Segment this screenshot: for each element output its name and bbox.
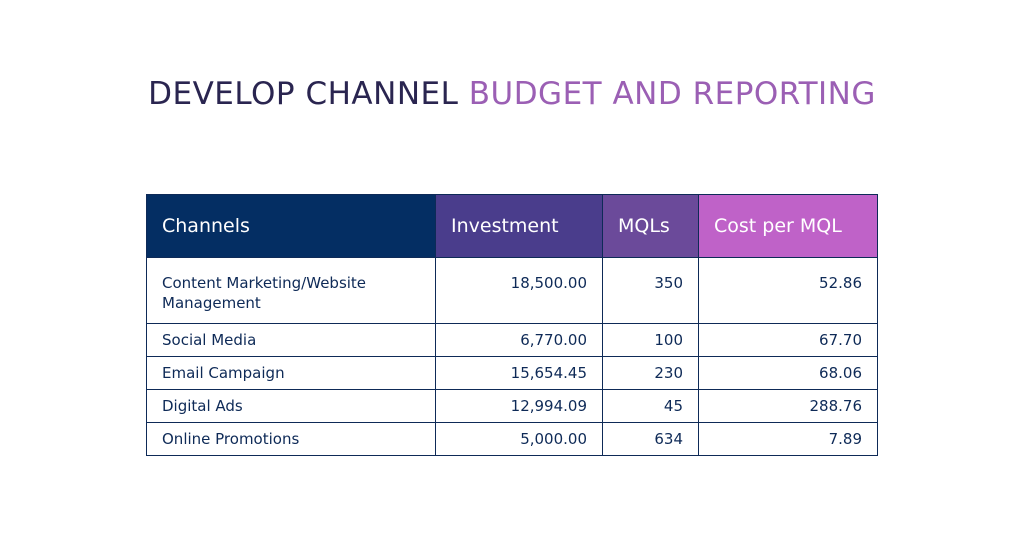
cell-channel: Content Marketing/Website Management xyxy=(146,257,436,324)
column-header-cost-per-mql: Cost per MQL xyxy=(698,194,878,258)
cell-channel: Online Promotions xyxy=(146,422,436,456)
cell-channel: Email Campaign xyxy=(146,356,436,390)
cell-channel: Digital Ads xyxy=(146,389,436,423)
cell-cost-per-mql: 52.86 xyxy=(698,257,878,324)
cell-cost-per-mql: 67.70 xyxy=(698,323,878,357)
cell-mqls: 100 xyxy=(602,323,699,357)
cell-investment: 15,654.45 xyxy=(435,356,603,390)
table-row: Digital Ads 12,994.09 45 288.76 xyxy=(146,389,878,423)
cell-mqls: 634 xyxy=(602,422,699,456)
page-title-part-1: DEVELOP CHANNEL xyxy=(148,76,469,112)
cell-cost-per-mql: 288.76 xyxy=(698,389,878,423)
cell-channel: Social Media xyxy=(146,323,436,357)
channel-budget-table: Channels Investment MQLs Cost per MQL Co… xyxy=(146,194,878,456)
table-row: Email Campaign 15,654.45 230 68.06 xyxy=(146,356,878,390)
page-title: DEVELOP CHANNEL BUDGET AND REPORTING xyxy=(0,76,1024,112)
table-row: Content Marketing/Website Management 18,… xyxy=(146,257,878,324)
cell-investment: 5,000.00 xyxy=(435,422,603,456)
column-header-channels: Channels xyxy=(146,194,436,258)
cell-cost-per-mql: 68.06 xyxy=(698,356,878,390)
cell-mqls: 350 xyxy=(602,257,699,324)
cell-investment: 18,500.00 xyxy=(435,257,603,324)
table-row: Social Media 6,770.00 100 67.70 xyxy=(146,323,878,357)
column-header-mqls: MQLs xyxy=(602,194,699,258)
column-header-investment: Investment xyxy=(435,194,603,258)
page-title-part-2: BUDGET AND REPORTING xyxy=(468,76,876,112)
table-row: Online Promotions 5,000.00 634 7.89 xyxy=(146,422,878,456)
table-header-row: Channels Investment MQLs Cost per MQL xyxy=(146,194,878,258)
cell-mqls: 230 xyxy=(602,356,699,390)
cell-cost-per-mql: 7.89 xyxy=(698,422,878,456)
cell-investment: 6,770.00 xyxy=(435,323,603,357)
cell-mqls: 45 xyxy=(602,389,699,423)
cell-investment: 12,994.09 xyxy=(435,389,603,423)
